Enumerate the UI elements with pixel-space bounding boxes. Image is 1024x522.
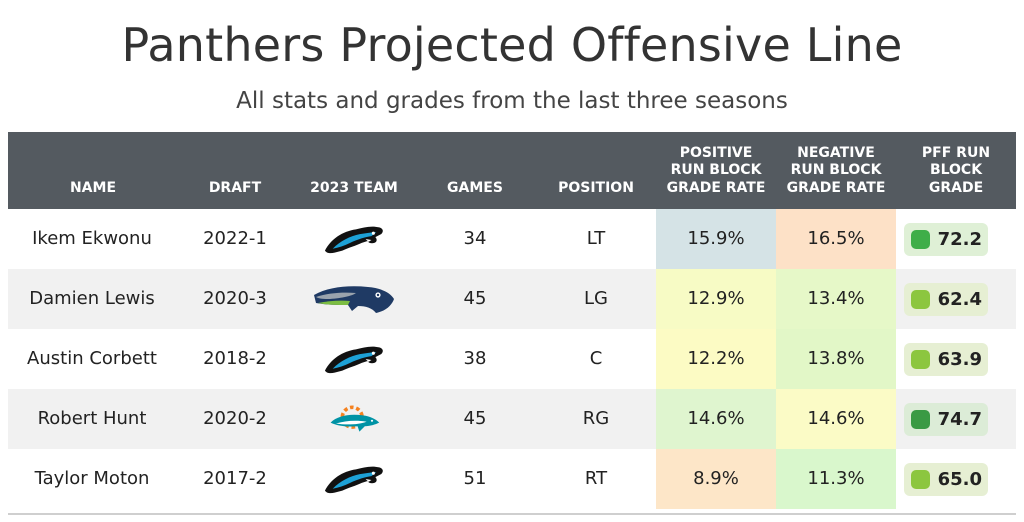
player-name: Robert Hunt [37, 408, 147, 429]
table-row: Ikem Ekwonu 2022-1 Carolina Panthers 34 LT 15… [8, 209, 1016, 269]
draft-pick: 2018-2 [203, 348, 267, 369]
col-header-name: NAME [69, 179, 117, 196]
position: LG [584, 288, 608, 309]
panther-logo-icon: Carolina Panthers [323, 461, 385, 497]
col-header-negative-line: GRADE RATE [786, 179, 886, 196]
player-name: Damien Lewis [29, 288, 155, 309]
pff-grade-badge: 74.7 [904, 403, 988, 436]
table-bottom-rule [8, 513, 1016, 515]
negative-grade-rate: 11.3% [776, 449, 896, 509]
col-header-positive-line: POSITIVE [679, 144, 753, 161]
col-header-positive: POSITIVE RUN BLOCK GRADE RATE [656, 145, 776, 198]
positive-grade-rate: 15.9% [656, 209, 776, 269]
col-header-pff-line: BLOCK [929, 162, 983, 178]
col-header-positive-line: RUN BLOCK [670, 162, 762, 178]
col-header-negative-line: NEGATIVE [797, 144, 875, 161]
draft-pick: 2020-3 [203, 288, 267, 309]
col-header-pff-line: GRADE [928, 179, 984, 196]
grade-color-swatch [911, 410, 930, 429]
positive-grade-rate: 12.2% [656, 329, 776, 389]
grade-color-swatch [911, 350, 930, 369]
pff-grade-badge: 65.0 [904, 463, 988, 496]
pff-grade-value: 74.7 [937, 409, 982, 430]
chart-subtitle: All stats and grades from the last three… [236, 88, 788, 114]
col-header-positive-line: GRADE RATE [666, 179, 766, 196]
panther-logo-icon: Carolina Panthers [323, 221, 385, 257]
pff-grade-value: 72.2 [937, 229, 982, 250]
pff-grade-badge: 63.9 [904, 343, 988, 376]
draft-pick: 2017-2 [203, 468, 267, 489]
table-row: Taylor Moton 2017-2 Carolina Panthers 51 RT 8… [8, 449, 1016, 509]
games-count: 34 [463, 228, 487, 249]
draft-pick: 2020-2 [203, 408, 267, 429]
player-name: Austin Corbett [27, 348, 157, 369]
col-header-draft: DRAFT [208, 179, 262, 196]
pff-grade-badge: 62.4 [904, 283, 988, 316]
table-header: NAME DRAFT 2023 TEAM GAMES POSITION POSI… [8, 132, 1016, 209]
games-count: 45 [463, 408, 487, 429]
col-header-pff: PFF RUN BLOCK GRADE [904, 145, 1008, 198]
col-header-team: 2023 TEAM [310, 179, 398, 196]
chart-title: Panthers Projected Offensive Line [121, 18, 903, 72]
grade-color-swatch [911, 290, 930, 309]
oline-table: NAME DRAFT 2023 TEAM GAMES POSITION POSI… [8, 132, 1016, 509]
position: RT [584, 468, 608, 489]
dolphin-logo-icon: Miami Dolphins [327, 402, 381, 436]
table-row: Austin Corbett 2018-2 Carolina Panthers 38 C… [8, 329, 1016, 389]
table-row: Robert Hunt 2020-2 Miami Dolphins 45 RG 14.6%… [8, 389, 1016, 449]
position: C [589, 348, 603, 369]
col-header-negative: NEGATIVE RUN BLOCK GRADE RATE [776, 145, 896, 198]
negative-grade-rate: 13.4% [776, 269, 896, 329]
pff-grade-value: 62.4 [937, 289, 982, 310]
position: LT [586, 228, 606, 249]
col-header-negative-line: RUN BLOCK [790, 162, 882, 178]
table-body: Ikem Ekwonu 2022-1 Carolina Panthers 34 LT 15… [8, 209, 1016, 509]
position: RG [582, 408, 610, 429]
games-count: 38 [463, 348, 487, 369]
positive-grade-rate: 12.9% [656, 269, 776, 329]
col-header-games: GAMES [447, 179, 503, 196]
panther-logo-icon: Carolina Panthers [323, 341, 385, 377]
draft-pick: 2022-1 [203, 228, 267, 249]
table-row: Damien Lewis 2020-3 Seattle Seahawks 45 LG 12… [8, 269, 1016, 329]
pff-grade-badge: 72.2 [904, 223, 988, 256]
col-header-pff-line: PFF RUN [921, 144, 991, 161]
col-header-position: POSITION [558, 179, 634, 196]
positive-grade-rate: 14.6% [656, 389, 776, 449]
grade-color-swatch [911, 230, 930, 249]
seahawk-logo-icon: Seattle Seahawks [312, 281, 396, 317]
player-name: Ikem Ekwonu [32, 228, 152, 249]
positive-grade-rate: 8.9% [656, 449, 776, 509]
negative-grade-rate: 16.5% [776, 209, 896, 269]
pff-grade-value: 63.9 [937, 349, 982, 370]
negative-grade-rate: 14.6% [776, 389, 896, 449]
pff-grade-value: 65.0 [937, 469, 982, 490]
games-count: 51 [463, 468, 487, 489]
games-count: 45 [463, 288, 487, 309]
grade-color-swatch [911, 470, 930, 489]
negative-grade-rate: 13.8% [776, 329, 896, 389]
player-name: Taylor Moton [34, 468, 150, 489]
